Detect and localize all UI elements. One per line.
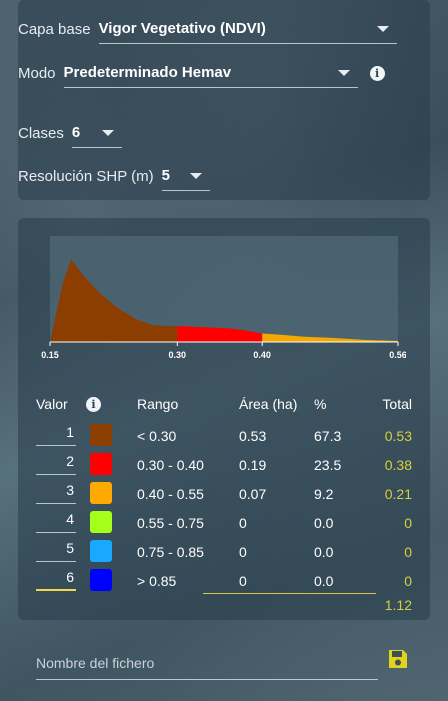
ndvi-histogram: 0.15 0.30 0.40 0.56 bbox=[41, 236, 406, 360]
header-percent: % bbox=[314, 396, 327, 412]
class-value-input[interactable]: 4 bbox=[36, 511, 76, 533]
classes-label: Clases bbox=[18, 124, 64, 142]
table-row: 2 0.30 - 0.40 0.19 23.5 0.38 bbox=[36, 451, 416, 480]
percent-cell: 9.2 bbox=[314, 486, 334, 502]
range-cell: 0.30 - 0.40 bbox=[137, 457, 204, 473]
table-row: 4 0.55 - 0.75 0 0.0 0 bbox=[36, 509, 416, 538]
x-tick-label: 0.15 bbox=[41, 350, 59, 360]
histogram-segment-2 bbox=[177, 326, 263, 342]
class-color-swatch[interactable] bbox=[90, 482, 112, 504]
classes-value: 6 bbox=[71, 124, 81, 141]
area-cell: 0.53 bbox=[239, 428, 267, 444]
sum-divider bbox=[203, 593, 376, 594]
mode-label: Modo bbox=[18, 64, 56, 82]
total-cell: 0 bbox=[404, 515, 412, 531]
sum-total: 1.12 bbox=[384, 597, 412, 613]
histogram-segment-3 bbox=[262, 333, 398, 342]
total-cell: 0 bbox=[404, 544, 412, 560]
info-icon[interactable]: i bbox=[369, 65, 385, 81]
filename-placeholder: Nombre del fichero bbox=[36, 655, 155, 671]
class-value-input[interactable]: 5 bbox=[36, 540, 76, 562]
table-row: 3 0.40 - 0.55 0.07 9.2 0.21 bbox=[36, 480, 416, 509]
total-cell: 0.21 bbox=[384, 486, 412, 502]
class-value-input[interactable]: 6 bbox=[36, 569, 76, 591]
class-color-swatch[interactable] bbox=[90, 569, 112, 591]
base-layer-select[interactable]: Vigor Vegetativo (NDVI) bbox=[98, 14, 397, 44]
resolution-row: Resolución SHP (m) 5 bbox=[18, 161, 210, 191]
range-cell: 0.75 - 0.85 bbox=[137, 544, 204, 560]
class-color-swatch[interactable] bbox=[90, 453, 112, 475]
percent-cell: 67.3 bbox=[314, 428, 342, 444]
area-cell: 0.07 bbox=[239, 486, 267, 502]
total-cell: 0.53 bbox=[384, 428, 412, 444]
class-value-input[interactable]: 1 bbox=[36, 424, 76, 446]
filename-input[interactable]: Nombre del fichero bbox=[36, 648, 378, 680]
chevron-down-icon bbox=[189, 173, 202, 179]
class-color-swatch[interactable] bbox=[90, 540, 112, 562]
area-cell: 0 bbox=[239, 515, 247, 531]
base-layer-label: Capa base bbox=[18, 20, 91, 38]
resolution-select[interactable]: 5 bbox=[161, 161, 210, 191]
base-layer-value: Vigor Vegetativo (NDVI) bbox=[98, 20, 266, 37]
range-cell: < 0.30 bbox=[137, 428, 177, 444]
settings-panel bbox=[18, 0, 430, 200]
x-tick-label: 0.40 bbox=[253, 350, 271, 360]
classes-select[interactable]: 6 bbox=[71, 118, 122, 148]
table-row: 6 > 0.85 0 0.0 0 bbox=[36, 567, 416, 596]
mode-row: Modo Predeterminado Hemav i bbox=[18, 58, 385, 88]
percent-cell: 0.0 bbox=[314, 544, 334, 560]
total-cell: 0 bbox=[404, 573, 412, 589]
info-icon[interactable]: i bbox=[86, 397, 101, 412]
total-cell: 0.38 bbox=[384, 457, 412, 473]
base-layer-row: Capa base Vigor Vegetativo (NDVI) bbox=[18, 14, 397, 44]
histogram-segment-1 bbox=[50, 259, 178, 342]
range-cell: 0.55 - 0.75 bbox=[137, 515, 204, 531]
class-value-input[interactable]: 3 bbox=[36, 482, 76, 504]
save-icon[interactable] bbox=[386, 647, 410, 671]
header-value: Valor bbox=[36, 396, 68, 412]
x-tick-label: 0.56 bbox=[389, 350, 406, 360]
table-row: 1 < 0.30 0.53 67.3 0.53 bbox=[36, 422, 416, 451]
area-cell: 0 bbox=[239, 573, 247, 589]
header-range: Rango bbox=[137, 396, 179, 412]
header-total: Total bbox=[382, 396, 412, 412]
class-color-swatch[interactable] bbox=[90, 511, 112, 533]
class-value-input[interactable]: 2 bbox=[36, 453, 76, 475]
chevron-down-icon bbox=[101, 130, 114, 136]
percent-cell: 0.0 bbox=[314, 515, 334, 531]
chevron-down-icon bbox=[337, 70, 350, 76]
chevron-down-icon bbox=[376, 26, 389, 32]
x-tick-label: 0.30 bbox=[169, 350, 187, 360]
header-area: Área (ha) bbox=[239, 396, 298, 412]
classes-row: Clases 6 bbox=[18, 118, 122, 148]
area-cell: 0.19 bbox=[239, 457, 267, 473]
class-color-swatch[interactable] bbox=[90, 424, 112, 446]
area-cell: 0 bbox=[239, 544, 247, 560]
table-row: 5 0.75 - 0.85 0 0.0 0 bbox=[36, 538, 416, 567]
resolution-value: 5 bbox=[161, 167, 170, 184]
percent-cell: 0.0 bbox=[314, 573, 334, 589]
range-cell: > 0.85 bbox=[137, 573, 177, 589]
resolution-label: Resolución SHP (m) bbox=[18, 167, 154, 185]
mode-select[interactable]: Predeterminado Hemav bbox=[63, 58, 358, 88]
mode-value: Predeterminado Hemav bbox=[63, 64, 232, 81]
percent-cell: 23.5 bbox=[314, 457, 342, 473]
range-cell: 0.40 - 0.55 bbox=[137, 486, 204, 502]
